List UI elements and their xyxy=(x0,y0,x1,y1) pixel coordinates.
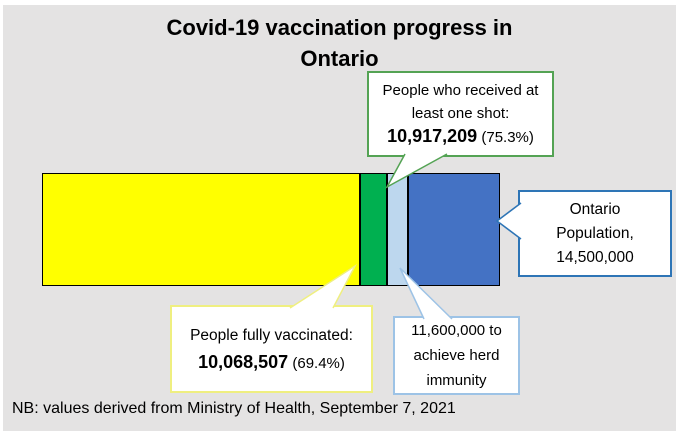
callout-fully-vaccinated-line1: People fully vaccinated: xyxy=(190,326,353,344)
callout-population-line1: Ontario xyxy=(569,200,621,218)
callout-herd-immunity-line2: achieve herd xyxy=(413,347,500,364)
callout-one-shot-line2: least one shot: xyxy=(411,105,510,122)
callout-fully-vaccinated-value-line: 10,068,507 (69.4%) xyxy=(172,349,371,377)
one-shot-value: 10,917,209 xyxy=(387,126,478,146)
source-note: NB: values derived from Ministry of Heal… xyxy=(12,400,456,417)
callout-population: Ontario Population, 14,500,000 xyxy=(518,190,672,277)
one-shot-percent: (75.3%) xyxy=(477,129,534,146)
callout-population-line2: Population, xyxy=(556,224,634,242)
chart-title-line1: Covid-19 vaccination progress in xyxy=(166,15,513,40)
callout-one-shot: People who received at least one shot: 1… xyxy=(367,71,554,157)
callout-herd-immunity-line1: 11,600,000 to xyxy=(411,322,502,339)
callout-herd-immunity: 11,600,000 to achieve herd immunity xyxy=(393,316,520,395)
chart-title: Covid-19 vaccination progress in Ontario xyxy=(0,12,679,74)
fully-vaccinated-percent: (69.4%) xyxy=(288,354,345,372)
bar-segment-herd-immunity xyxy=(386,173,409,286)
callout-population-line3: 14,500,000 xyxy=(556,248,634,266)
bar-segment-fully-vaccinated xyxy=(42,173,361,286)
bar-segment-one-shot xyxy=(360,173,387,286)
bar-segment-population xyxy=(408,173,500,286)
callout-herd-immunity-line3: immunity xyxy=(426,372,487,389)
stacked-bar xyxy=(42,173,500,286)
chart-title-line2: Ontario xyxy=(300,46,379,71)
fully-vaccinated-value: 10,068,507 xyxy=(198,351,289,372)
callout-one-shot-line1: People who received at xyxy=(382,82,539,99)
callout-fully-vaccinated: People fully vaccinated: 10,068,507 (69.… xyxy=(170,305,373,393)
callout-one-shot-value-line: 10,917,209 (75.3%) xyxy=(369,125,552,149)
